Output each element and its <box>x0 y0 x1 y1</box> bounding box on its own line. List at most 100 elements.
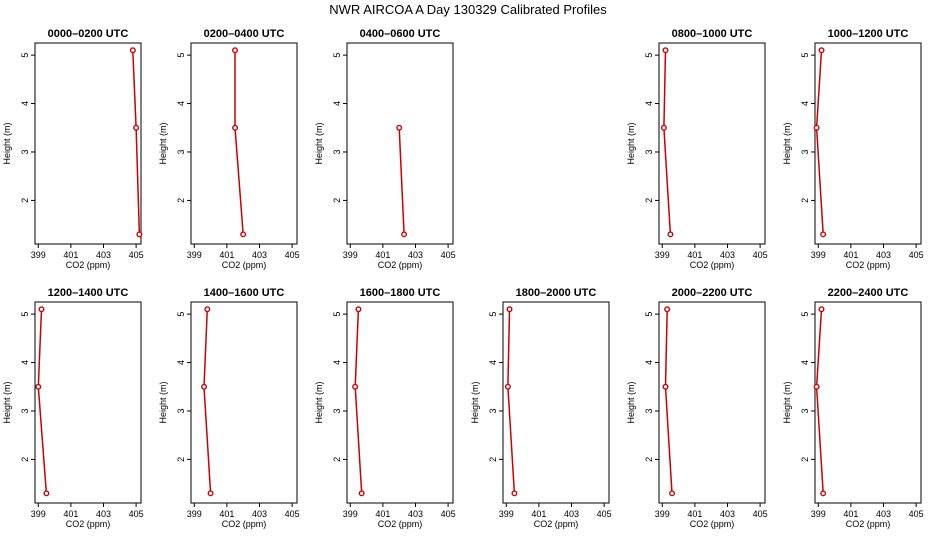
y-tick-label: 5 <box>644 53 654 58</box>
page-title: NWR AIRCOA A Day 130329 Calibrated Profi… <box>329 2 607 17</box>
x-tick-label: 401 <box>531 509 546 519</box>
data-point <box>35 383 42 390</box>
x-tick-label: 403 <box>720 509 735 519</box>
data-point <box>511 490 518 497</box>
y-tick-label: 2 <box>176 198 186 203</box>
y-tick-label: 5 <box>800 312 810 317</box>
panel-title: 0200–0400 UTC <box>204 28 285 40</box>
profile-panel: 2200–2400 UTC 399 401 403 405 2 3 4 5 CO2 (ppm) He… <box>782 287 924 529</box>
plot-frame <box>658 301 766 504</box>
plot-frame <box>502 301 610 504</box>
plot-frame <box>814 42 922 245</box>
x-tick-label: 403 <box>252 509 267 519</box>
plot-frame <box>346 301 454 504</box>
data-point <box>207 490 214 497</box>
x-tick-label: 403 <box>408 250 423 260</box>
data-point <box>662 47 669 54</box>
x-tick-label: 401 <box>375 509 390 519</box>
y-tick-label: 4 <box>488 360 498 365</box>
data-point <box>818 47 825 54</box>
panel-title: 2000–2200 UTC <box>672 287 753 299</box>
x-tick-label: 401 <box>63 509 78 519</box>
y-axis-label: Height (m) <box>470 381 480 423</box>
data-point <box>232 124 239 131</box>
panel-title: 0000–0200 UTC <box>48 28 129 40</box>
y-axis-label: Height (m) <box>782 381 792 423</box>
data-point <box>401 231 408 238</box>
profile-panel: 0800–1000 UTC 399 401 403 405 2 3 4 5 CO2 (ppm) He… <box>626 28 768 270</box>
y-tick-label: 2 <box>644 198 654 203</box>
profile-line <box>663 50 672 235</box>
plot-frame <box>346 42 454 245</box>
data-point <box>813 124 820 131</box>
x-tick-label: 399 <box>343 509 358 519</box>
y-tick-label: 2 <box>176 457 186 462</box>
x-tick-label: 403 <box>252 250 267 260</box>
y-tick-label: 3 <box>332 149 342 154</box>
y-tick-label: 5 <box>332 53 342 58</box>
x-tick-label: 399 <box>655 250 670 260</box>
y-tick-label: 5 <box>644 312 654 317</box>
y-tick-label: 4 <box>176 360 186 365</box>
data-point <box>136 231 143 238</box>
y-tick-label: 3 <box>176 408 186 413</box>
data-point <box>204 306 211 313</box>
y-tick-label: 2 <box>332 457 342 462</box>
profile-panel: 0400–0600 UTC 399 401 403 405 2 3 4 5 CO2 (ppm) He… <box>314 28 456 270</box>
y-tick-label: 3 <box>332 408 342 413</box>
x-tick-label: 403 <box>876 509 891 519</box>
x-tick-label: 401 <box>843 509 858 519</box>
data-point <box>664 306 671 313</box>
plot-frame <box>34 42 142 245</box>
y-axis-label: Height (m) <box>314 381 324 423</box>
y-tick-label: 4 <box>644 101 654 106</box>
profile-line <box>815 309 824 494</box>
x-tick-label: 405 <box>753 509 768 519</box>
data-point <box>240 231 247 238</box>
x-tick-label: 399 <box>343 250 358 260</box>
x-tick-label: 405 <box>129 509 144 519</box>
plot-frame <box>34 301 142 504</box>
y-tick-label: 5 <box>488 312 498 317</box>
x-tick-label: 405 <box>597 509 612 519</box>
x-tick-label: 403 <box>96 250 111 260</box>
y-axis-label: Height (m) <box>314 122 324 164</box>
x-axis-label: CO2 (ppm) <box>66 260 111 270</box>
x-axis-label: CO2 (ppm) <box>846 260 891 270</box>
x-tick-label: 403 <box>564 509 579 519</box>
y-axis-label: Height (m) <box>158 381 168 423</box>
profile-panel: 1400–1600 UTC 399 401 403 405 2 3 4 5 CO2 (ppm) He… <box>158 287 300 529</box>
data-point <box>43 490 50 497</box>
y-tick-label: 4 <box>800 101 810 106</box>
y-tick-label: 4 <box>332 360 342 365</box>
profile-panel: 0000–0200 UTC 399 401 403 405 2 3 4 5 CO2 (ppm) He… <box>2 28 144 270</box>
data-point <box>504 383 511 390</box>
data-point <box>820 231 827 238</box>
x-tick-label: 401 <box>375 250 390 260</box>
data-point <box>820 490 827 497</box>
x-axis-label: CO2 (ppm) <box>534 519 579 529</box>
y-axis-label: Height (m) <box>782 122 792 164</box>
data-point <box>667 231 674 238</box>
x-tick-label: 399 <box>31 250 46 260</box>
panel-title: 1600–1800 UTC <box>360 287 441 299</box>
x-tick-label: 399 <box>187 250 202 260</box>
x-axis-label: CO2 (ppm) <box>66 519 111 529</box>
data-point <box>813 383 820 390</box>
panel-title: 1800–2000 UTC <box>516 287 597 299</box>
data-point <box>232 47 239 54</box>
x-axis-label: CO2 (ppm) <box>690 260 735 270</box>
profile-line <box>398 127 405 235</box>
y-tick-label: 5 <box>176 53 186 58</box>
y-axis-label: Height (m) <box>2 381 12 423</box>
x-tick-label: 405 <box>441 250 456 260</box>
data-point <box>669 490 676 497</box>
profile-line <box>815 50 824 235</box>
y-tick-label: 2 <box>332 198 342 203</box>
plot-frame <box>814 301 922 504</box>
y-axis-label: Height (m) <box>626 381 636 423</box>
profile-line <box>37 309 48 494</box>
x-tick-label: 403 <box>876 250 891 260</box>
y-tick-label: 4 <box>332 101 342 106</box>
